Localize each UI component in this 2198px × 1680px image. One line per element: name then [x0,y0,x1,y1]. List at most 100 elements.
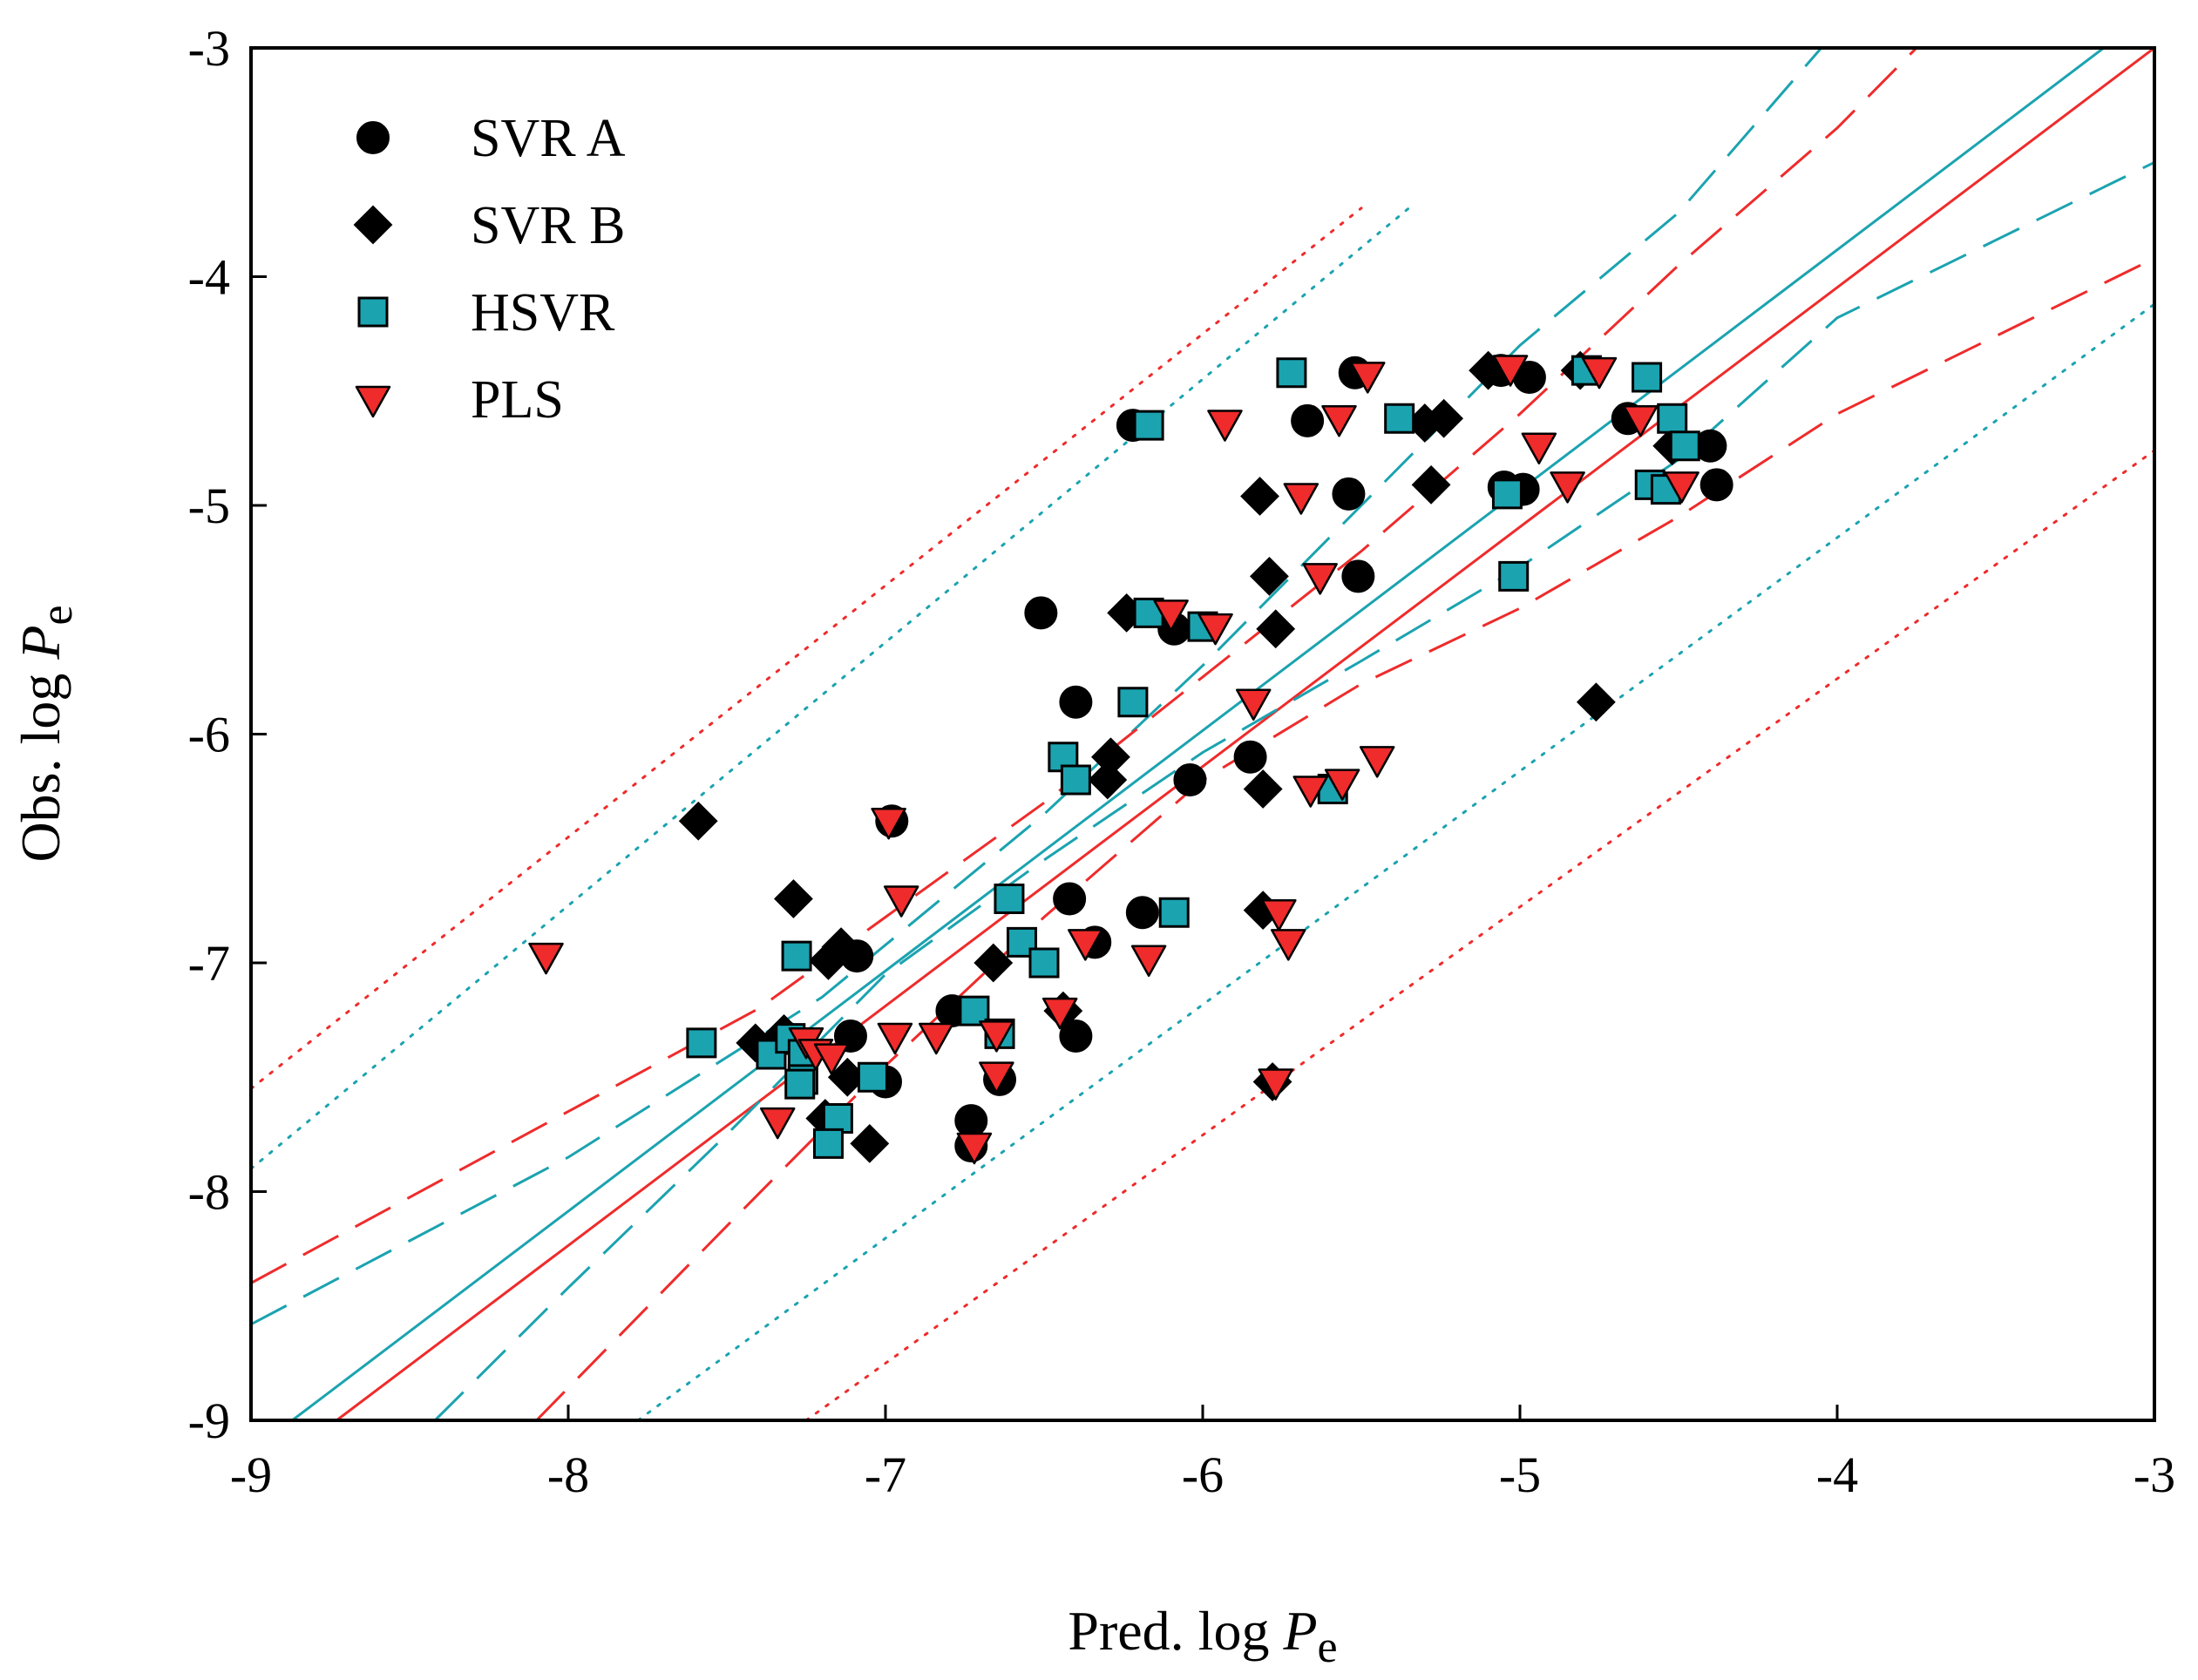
data-point [686,1027,717,1059]
data-point [959,995,990,1026]
data-point [1235,688,1272,721]
data-point [979,1020,1014,1053]
data-point [1028,947,1060,979]
data-point [1669,430,1700,462]
x-axis-title-sub: e [1318,1622,1338,1672]
data-point [1133,410,1164,441]
y-axis-title-italic: P [10,626,71,660]
data-point [1258,1068,1293,1101]
data-point [857,1061,888,1093]
pls-dashed-line-9 [535,257,2154,1420]
data-point [809,940,848,980]
pls-solid-line-1 [336,48,2154,1420]
x-tick-label: -6 [1182,1446,1224,1503]
data-point [1117,687,1149,718]
data-point [994,884,1025,914]
data-markers [528,350,1733,1165]
data-point [759,1107,796,1140]
data-point [1581,356,1618,390]
data-point [1153,600,1189,632]
data-point [781,940,812,972]
data-point [1411,464,1451,505]
x-axis-title: Pred. log Pe [1068,1600,1337,1672]
legend-marker [355,385,391,418]
data-point [877,1022,913,1055]
y-tick-label: -3 [188,20,230,77]
y-tick-label: -6 [188,707,230,763]
data-point [1302,563,1338,595]
pls-dotted-line-5 [804,449,2154,1420]
hsvr-solid-line-0 [291,48,2105,1420]
data-point [1158,897,1190,928]
data-point [1576,682,1616,722]
data-point [918,1022,954,1055]
pls-dotted-line-4 [251,207,1363,1090]
y-tick-label: -4 [188,249,230,306]
data-point [1261,899,1297,931]
legend-label: SVR B [471,196,625,255]
data-point [1292,776,1329,808]
data-point [678,801,718,841]
data-point [1041,997,1078,1030]
data-point [1350,362,1386,394]
data-point [1233,740,1267,774]
data-point [1623,405,1659,437]
legend-marker [353,205,393,245]
data-point [1492,355,1529,387]
data-point [1130,945,1167,977]
data-point [1068,929,1103,961]
y-tick-label: -9 [188,1392,230,1449]
x-axis-ticks: -9 -8 -7 -6 -5 -4 -3 [230,1405,2175,1503]
data-point [1498,560,1530,592]
data-point [1283,483,1319,515]
data-point [883,885,919,918]
data-point [850,1123,890,1163]
data-point [1384,403,1415,434]
data-point [1321,405,1357,437]
data-point [1657,403,1688,434]
data-point [1699,468,1733,502]
hsvr-dotted-line-2 [251,207,1411,1170]
legend-label: HSVR [471,283,615,342]
data-point [1243,769,1283,809]
legend-marker [357,296,389,328]
data-point [973,943,1014,983]
x-tick-label: -5 [1499,1446,1541,1503]
series-pls [528,355,1699,1165]
data-point [1024,596,1058,630]
data-point [979,1061,1014,1094]
data-point [528,942,564,975]
data-point [1359,746,1395,778]
x-tick-label: -8 [547,1446,589,1503]
data-point [1332,477,1366,511]
data-point [774,879,813,918]
data-point [1250,556,1289,596]
x-tick-label: -9 [230,1446,272,1503]
data-point [1632,362,1663,393]
y-tick-label: -5 [188,478,230,534]
y-axis-title-main: Obs. log [10,660,71,863]
data-point [1197,613,1233,646]
data-point [1271,929,1306,961]
data-point [1521,432,1557,464]
x-tick-label: -3 [2134,1446,2175,1503]
data-point [822,1103,853,1134]
data-point [1291,403,1325,437]
x-tick-label: -4 [1816,1446,1858,1503]
data-point [1059,1020,1093,1053]
data-point [1491,478,1523,510]
x-axis-title-italic: P [1282,1600,1317,1662]
legend: SVR A SVR B HSVR PLS [353,109,626,430]
x-axis-title-main: Pred. log [1068,1600,1283,1662]
data-point [813,1043,850,1075]
data-point [1664,471,1699,504]
data-point [1207,410,1243,442]
data-point [1341,559,1375,593]
y-axis-title: Obs. log Pe [10,605,82,862]
data-point [1256,609,1296,649]
y-axis-ticks: -9 -8 -7 -6 -5 -4 -3 [188,20,267,1449]
y-tick-label: -8 [188,1164,230,1221]
data-point [1088,760,1128,800]
data-point [1060,764,1091,796]
